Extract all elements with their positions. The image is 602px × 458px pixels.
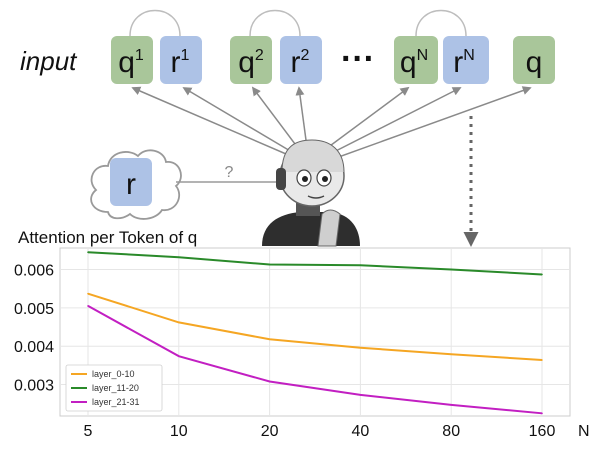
y-tick-label: 0.005	[14, 301, 54, 318]
token-base: q	[400, 46, 417, 79]
data-point-layer_0-10	[450, 353, 453, 356]
chart-plot: 0.003 0.004 0.005 0.006 5 10 20 40 80 160 N	[14, 247, 590, 440]
data-point-layer_11-20	[87, 251, 89, 254]
robot-thinker-icon	[262, 139, 360, 247]
token-sup: 2	[255, 47, 264, 64]
svg-text:qN: qN	[400, 46, 428, 79]
series-line-layer_0-10	[87, 292, 543, 361]
y-tick-label: 0.004	[14, 339, 54, 356]
svg-text:q1: q1	[118, 46, 144, 79]
data-point-layer_21-31	[268, 380, 271, 383]
x-tick-label: 5	[84, 423, 93, 440]
svg-text:q: q	[526, 46, 543, 79]
y-tick-labels: 0.003 0.004 0.005 0.006	[14, 262, 54, 394]
series-line-layer_21-31	[87, 305, 543, 415]
legend-label-0: layer_0-10	[92, 369, 135, 379]
loop-arc-2	[249, 9, 301, 37]
token-base: r	[453, 46, 463, 79]
loop-arc-3	[415, 9, 467, 37]
token-base: q	[118, 46, 135, 79]
svg-text:r1: r1	[171, 46, 190, 79]
x-tick-label: 80	[442, 423, 460, 440]
arrow-to-q	[321, 86, 532, 164]
data-point-layer_21-31	[178, 355, 180, 357]
legend: layer_0-10 layer_11-20 layer_21-31	[65, 364, 163, 412]
data-point-layer_0-10	[268, 338, 271, 341]
token-r1: r1	[160, 36, 202, 84]
legend-box	[65, 364, 163, 412]
x-tick-label: 10	[170, 423, 188, 440]
cloud-token: r	[126, 168, 136, 201]
token-sup: 1	[181, 47, 190, 64]
arrow-to-rN	[317, 87, 462, 161]
token-sup: 1	[135, 47, 144, 64]
token-sup: N	[463, 47, 475, 64]
data-point-layer_11-20	[268, 263, 271, 266]
data-point-layer_21-31	[541, 412, 543, 415]
arrow-to-q1	[131, 86, 301, 161]
token-q1: q1	[111, 36, 153, 84]
token-q2: q2	[230, 36, 272, 84]
ellipsis: ···	[341, 40, 375, 78]
y-tick-label: 0.006	[14, 262, 54, 279]
data-point-layer_11-20	[450, 268, 453, 271]
legend-label-2: layer_21-31	[92, 397, 140, 407]
loop-arc-1	[129, 9, 181, 37]
question-mark: ?	[225, 164, 234, 181]
chart-title: Attention per Token of q	[18, 228, 197, 247]
legend-label-1: layer_11-20	[92, 383, 139, 393]
data-point-layer_0-10	[541, 359, 543, 361]
input-label: input	[20, 46, 78, 76]
x-tick-labels: 5 10 20 40 80 160	[84, 423, 556, 440]
series-lines	[87, 251, 543, 415]
token-base: r	[291, 46, 301, 79]
data-point-layer_0-10	[178, 321, 180, 324]
data-point-layer_0-10	[359, 346, 362, 349]
arrow-to-r1	[182, 87, 303, 159]
data-point-layer_11-20	[359, 264, 362, 267]
x-axis-label: N	[578, 423, 590, 440]
x-tick-label: 160	[529, 423, 556, 440]
y-tick-label: 0.003	[14, 378, 54, 395]
token-base: q	[238, 46, 255, 79]
svg-text:r2: r2	[291, 46, 310, 79]
data-point-layer_21-31	[87, 305, 89, 307]
token-sup: N	[417, 47, 429, 64]
data-point-layer_21-31	[359, 394, 362, 396]
data-point-layer_11-20	[178, 256, 180, 259]
data-point-layer_11-20	[541, 273, 543, 276]
data-point-layer_21-31	[450, 404, 453, 406]
x-tick-label: 20	[261, 423, 279, 440]
svg-text:q2: q2	[238, 46, 264, 79]
data-point-layer_0-10	[87, 292, 89, 295]
x-tick-label: 40	[352, 423, 370, 440]
series-line-layer_11-20	[87, 251, 543, 276]
token-sup: 2	[301, 47, 310, 64]
token-qN: qN	[394, 36, 438, 84]
token-q: q	[513, 36, 555, 84]
svg-text:rN: rN	[453, 46, 475, 79]
token-r2: r2	[280, 36, 322, 84]
token-rN: rN	[443, 36, 489, 84]
token-base: q	[526, 46, 543, 79]
token-base: r	[171, 46, 181, 79]
thought-cloud: r	[90, 149, 182, 220]
